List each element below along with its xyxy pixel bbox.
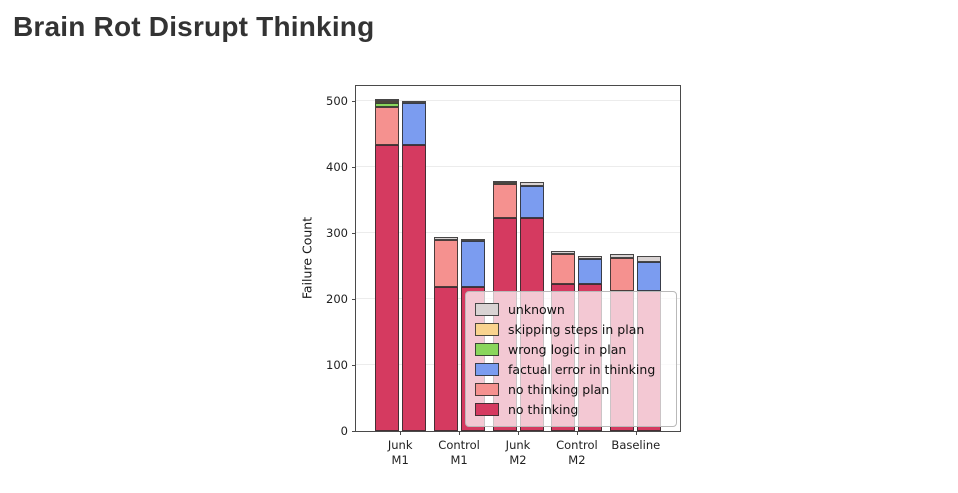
y-tick-label: 400 <box>326 159 348 174</box>
legend-swatch <box>475 362 499 376</box>
y-tick-label: 300 <box>326 225 348 240</box>
bar-segment-factual-error-in-thinking <box>637 261 662 291</box>
gridline <box>356 165 680 167</box>
x-tick-mark <box>635 431 637 435</box>
legend-item: skipping steps in plan <box>475 319 665 339</box>
x-tick-label-line: M2 <box>568 452 586 467</box>
bar-segment-factual-error-in-thinking <box>578 259 603 284</box>
legend: unknown skipping steps in plan wrong logic… <box>465 291 677 427</box>
x-tick-mark <box>400 431 402 435</box>
x-tick-label-line: Baseline <box>611 438 661 452</box>
x-tick-label: Junk M1 <box>388 438 413 468</box>
x-tick-mark <box>518 431 519 435</box>
y-tick-mark <box>352 166 356 168</box>
x-tick-label-line: M2 <box>509 452 527 467</box>
legend-item: no thinking plan <box>475 379 665 399</box>
bar-segment-factual-error-in-thinking <box>401 102 426 145</box>
legend-swatch <box>475 402 499 416</box>
legend-item: no thinking <box>475 399 665 419</box>
bar-segment-no-thinking <box>433 286 458 431</box>
legend-label: no thinking plan <box>508 381 610 397</box>
legend-item: factual error in thinking <box>475 359 665 379</box>
bar-segment-unknown <box>401 100 426 103</box>
y-tick-label: 100 <box>326 357 348 372</box>
legend-item: wrong logic in plan <box>475 339 665 359</box>
legend-swatch <box>475 342 499 356</box>
x-tick-label: Control M1 <box>438 438 480 468</box>
y-tick-label: 500 <box>326 93 348 108</box>
x-tick-label-line: Junk <box>387 438 413 452</box>
legend-swatch <box>475 382 499 396</box>
y-tick-label: 0 <box>340 424 348 438</box>
x-tick-label-line: Control <box>556 438 598 452</box>
bar-segment-no-thinking-plan <box>492 184 517 219</box>
x-tick-label: Junk M2 <box>506 438 531 468</box>
x-tick-label-line: M1 <box>391 452 409 467</box>
x-tick-label: Control M2 <box>556 438 598 468</box>
x-tick-mark <box>459 431 461 435</box>
bar-segment-unknown <box>433 236 458 240</box>
bar-segment-unknown <box>374 99 399 102</box>
y-tick-mark <box>352 232 356 234</box>
y-tick-mark <box>352 298 356 300</box>
bar-segment-no-thinking-plan <box>374 106 399 145</box>
bar-segment-no-thinking <box>374 144 399 431</box>
bar-segment-factual-error-in-thinking <box>519 186 544 219</box>
legend-swatch <box>475 302 499 316</box>
bar-segment-no-thinking <box>401 144 426 431</box>
y-tick-mark <box>352 431 356 432</box>
bar-segment-factual-error-in-thinking <box>460 240 485 287</box>
legend-label: skipping steps in plan <box>508 321 645 337</box>
bar-segment-unknown <box>519 181 544 187</box>
x-tick-label-line: Control <box>438 438 480 452</box>
legend-label: unknown <box>508 301 565 317</box>
y-tick-mark <box>352 100 356 102</box>
x-tick-mark <box>576 431 578 435</box>
y-axis-label: Failure Count <box>299 216 315 300</box>
y-tick-mark <box>352 364 356 366</box>
y-tick-label: 200 <box>326 291 348 306</box>
legend-label: no thinking <box>508 401 579 417</box>
gridline <box>356 99 680 101</box>
bar-segment-no-thinking-plan <box>433 240 458 287</box>
x-tick-label-line: M1 <box>450 452 468 467</box>
bar-segment-no-thinking-plan <box>610 257 635 291</box>
legend-label: factual error in thinking <box>508 361 656 377</box>
legend-label: wrong logic in plan <box>508 341 627 357</box>
x-tick-label: Baseline <box>611 438 660 453</box>
gridline <box>356 231 680 233</box>
bar-segment-wrong-logic-in-plan <box>374 102 399 107</box>
bar-segment-unknown <box>610 253 635 258</box>
plot-area: unknown skipping steps in plan wrong logic… <box>326 85 681 467</box>
bar-segment-unknown <box>551 250 576 254</box>
legend-swatch <box>475 322 499 336</box>
bar-segment-unknown <box>578 255 603 260</box>
legend-item: unknown <box>475 299 665 319</box>
page-title: Brain Rot Disrupt Thinking <box>13 11 375 42</box>
bar-segment-no-thinking-plan <box>551 253 576 284</box>
bar-segment-unknown <box>637 255 662 262</box>
x-tick-label-line: Junk <box>505 438 531 452</box>
bar-segment-unknown <box>492 181 517 184</box>
bar-segment-unknown <box>460 238 485 241</box>
